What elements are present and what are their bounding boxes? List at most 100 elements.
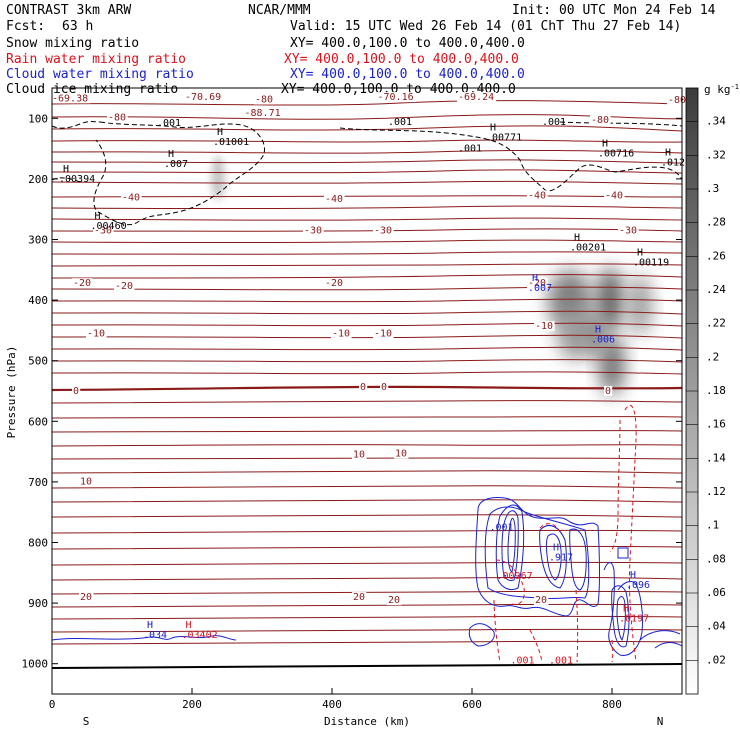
rain-contour <box>539 523 561 533</box>
temperature-contour <box>51 100 683 106</box>
cloud-water-contour <box>507 517 516 573</box>
label-backdrop <box>79 592 94 603</box>
cloud-water-contour <box>617 547 629 559</box>
temperature-label: -30 <box>94 225 112 236</box>
label-backdrop <box>243 107 283 118</box>
temperature-contour <box>51 263 683 267</box>
temperature-contour <box>51 159 683 164</box>
temperature-label: -69.24 <box>458 92 494 103</box>
label-backdrop <box>121 192 142 203</box>
contour-value-label: .001 <box>542 117 566 128</box>
label-backdrop <box>184 92 224 103</box>
plot-frame <box>51 87 683 695</box>
shading-blob <box>599 335 625 395</box>
temperature-label: 10 <box>395 448 407 459</box>
temperature-label: -20 <box>73 278 91 289</box>
field-xy-rain: XY= 400.0,100.0 to 400.0,400.0 <box>284 52 519 67</box>
cloud-water-contour <box>603 562 643 656</box>
colorbar-label: .1 <box>706 519 719 532</box>
label-backdrop <box>376 92 416 103</box>
temperature-contour <box>51 529 683 534</box>
temperature-contour <box>51 149 683 154</box>
label-backdrop <box>254 94 275 105</box>
extremum-marker: H <box>623 603 629 614</box>
temperature-label: -10 <box>374 328 392 339</box>
extremum-value: .03402 <box>182 630 218 641</box>
temperature-label: -40 <box>605 190 623 201</box>
shading-blob <box>211 156 225 200</box>
temperature-contour <box>51 444 683 447</box>
temperature-label: 20 <box>80 592 92 603</box>
colorbar-label: .08 <box>706 552 726 565</box>
extremum-value: .00716 <box>598 148 634 159</box>
label-backdrop <box>51 93 91 104</box>
colorbar-label: .2 <box>706 350 719 363</box>
colorbar-label: .06 <box>706 586 726 599</box>
temperature-contour <box>51 205 683 210</box>
colorbar-label: .26 <box>706 249 726 262</box>
field-name-cloud-water: Cloud water mixing ratio <box>6 67 194 82</box>
cloud-water-contour <box>569 528 587 591</box>
extremum-marker: H <box>490 123 496 134</box>
snow-contours <box>51 121 683 226</box>
colorbar-label: .24 <box>706 283 726 296</box>
field-xy-cloud-water: XY= 400.0,100.0 to 400.0,400.0 <box>290 67 525 82</box>
temperature-label: -20 <box>528 278 546 289</box>
colorbar: .02 .04 .06 .08 .1 .12 .14 .16 .18 .2 .22 .24 .26 .28… <box>685 83 739 695</box>
temperature-label: 20 <box>388 595 400 606</box>
temperature-label: 0 <box>381 382 387 393</box>
colorbar-label: .3 <box>706 182 719 195</box>
extremum-marker: H <box>595 325 601 336</box>
shading-blob <box>628 275 652 335</box>
chart-title: CONTRAST 3km ARW <box>6 3 131 18</box>
colorbar-ticks: .02 .04 .06 .08 .1 .12 .14 .16 .18 .2 .22 .24 .26 .28… <box>686 115 726 666</box>
temperature-contour <box>51 640 683 645</box>
temperature-label: -70.16 <box>378 92 414 103</box>
temperature-label: -30 <box>304 225 322 236</box>
snow-contour <box>339 127 683 192</box>
temperature-contour <box>51 346 683 351</box>
temperature-contour <box>51 457 683 460</box>
temperature-contour <box>51 576 683 581</box>
temperature-contour <box>51 298 683 303</box>
temperature-label: -80 <box>668 95 686 106</box>
temperature-contour <box>51 217 683 221</box>
extremum-value: .034 <box>143 630 167 641</box>
snow-contour <box>93 121 265 226</box>
temperature-label: -40 <box>528 190 546 201</box>
temperature-contour <box>51 139 683 143</box>
x-tick-label: 600 <box>462 698 482 711</box>
cloud-water-contour <box>616 596 626 642</box>
label-backdrop <box>352 592 367 603</box>
temperature-contour <box>51 239 683 244</box>
label-backdrop <box>527 278 548 289</box>
contour-value-label: .001 <box>549 656 573 667</box>
temperature-label: -10 <box>87 328 105 339</box>
y-tick-label: 500 <box>28 355 48 368</box>
y-tick-label: 600 <box>28 415 48 428</box>
temperature-contours <box>51 100 683 645</box>
extremum-value: .0125 <box>661 158 691 169</box>
extremum-value: .00201 <box>570 242 606 253</box>
colorbar-label: .14 <box>706 451 726 464</box>
temperature-label: 10 <box>353 450 365 461</box>
chart-header: CONTRAST 3km ARW NCAR/MMM Init: 00 UTC M… <box>6 3 716 97</box>
temperature-contour <box>51 628 683 633</box>
temperature-label: -10 <box>332 328 350 339</box>
extremum-marker: H <box>630 570 636 581</box>
extremum-value: .00119 <box>633 258 669 269</box>
extremum-value: .917 <box>549 553 573 564</box>
extremum-marker: H <box>147 620 153 631</box>
x-tick-label: 0 <box>49 698 56 711</box>
temperature-contour <box>51 286 683 291</box>
extremum-value: .00394 <box>59 174 95 185</box>
label-backdrop <box>604 386 613 397</box>
cloud-water-contour <box>545 533 562 581</box>
contour-value-labels: .001 .001 .001 .001 .001 .00967 .001 .001 <box>157 117 573 667</box>
rain-contour <box>624 404 637 663</box>
temperature-contour <box>51 514 683 518</box>
label-backdrop <box>604 190 625 201</box>
colorbar-label: .12 <box>706 485 726 498</box>
temperature-contour <box>51 416 683 419</box>
field-name-rain: Rain water mixing ratio <box>6 52 186 67</box>
